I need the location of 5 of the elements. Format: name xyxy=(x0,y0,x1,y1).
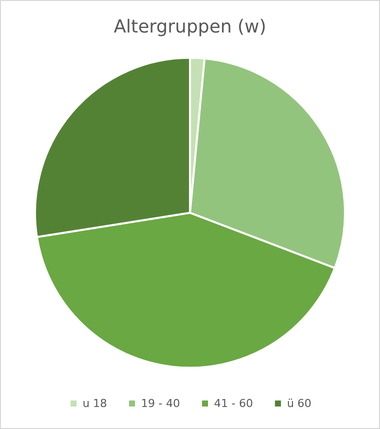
legend-label: ü 60 xyxy=(286,397,312,410)
legend-label: 19 - 40 xyxy=(141,397,180,410)
legend-label: u 18 xyxy=(82,397,108,410)
chart-title: Altergruppen (w) xyxy=(114,16,266,38)
legend-label: 41 - 60 xyxy=(214,397,253,410)
